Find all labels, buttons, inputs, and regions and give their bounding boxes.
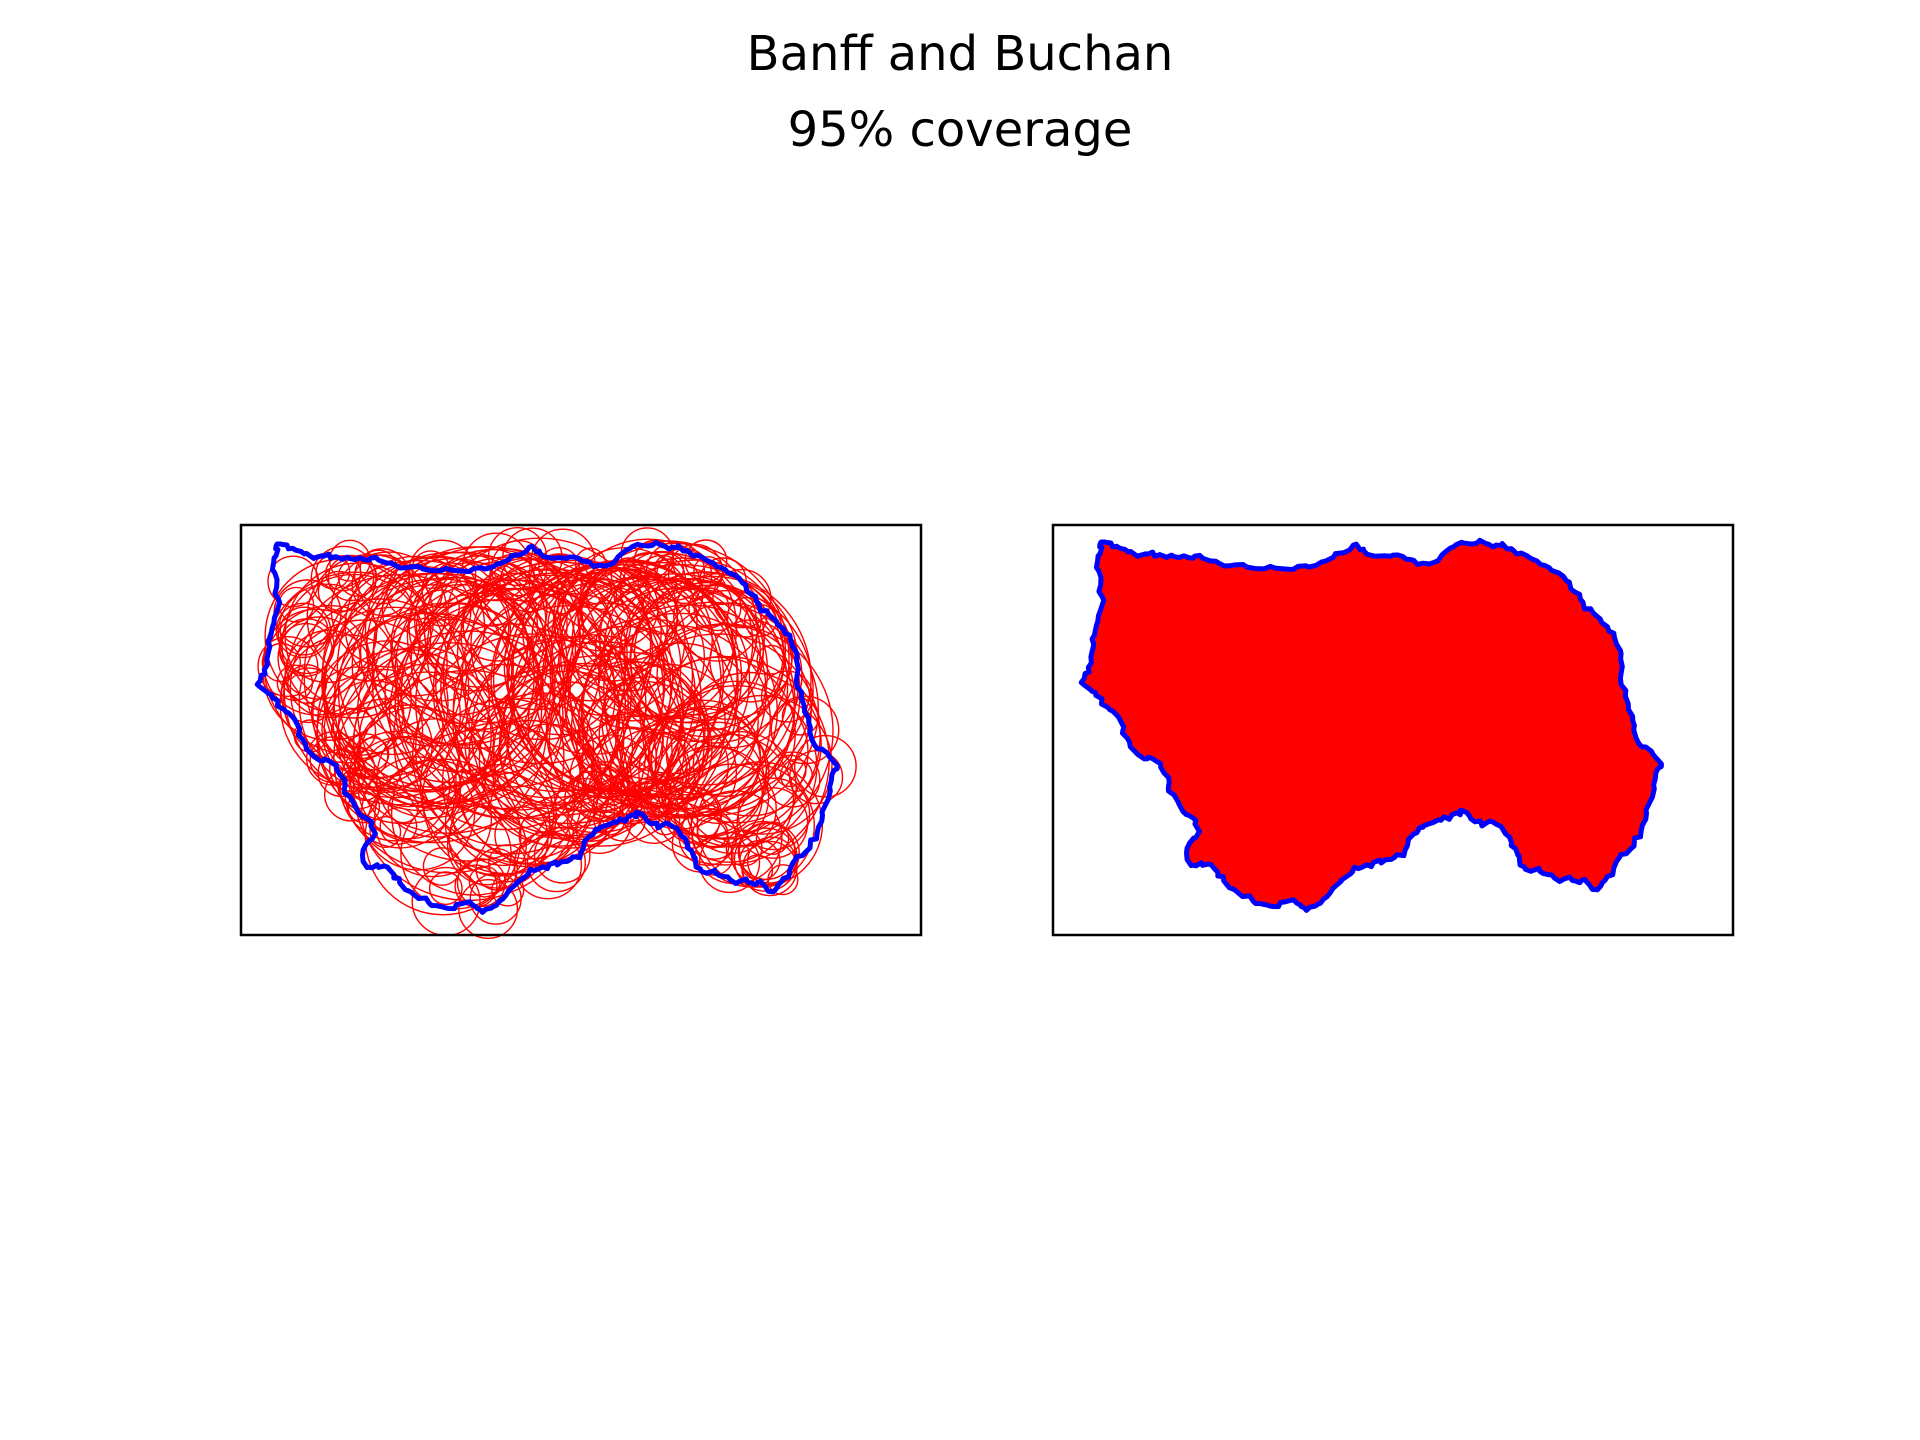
coverage-circle xyxy=(387,792,419,824)
coverage-circle xyxy=(332,602,564,834)
coverage-circle xyxy=(422,847,462,886)
constituency-boundary xyxy=(254,539,840,915)
coverage-circle xyxy=(353,662,509,819)
coverage-circle xyxy=(446,805,527,886)
coverage-circle xyxy=(610,728,691,809)
coverage-circle xyxy=(560,584,706,730)
coverage-circle xyxy=(533,826,591,884)
coverage-circle xyxy=(411,663,595,847)
coverage-circle xyxy=(566,789,632,854)
coverage-circle xyxy=(390,729,557,896)
coverage-circle xyxy=(469,872,522,925)
coverage-circle xyxy=(610,557,647,594)
coverage-circle xyxy=(324,572,556,805)
coverage-circle xyxy=(526,833,586,893)
coverage-circle xyxy=(358,671,495,808)
coverage-circle xyxy=(440,572,672,804)
coverage-circle xyxy=(452,592,685,825)
coverage-circle xyxy=(310,666,405,760)
filled-coverage-panel xyxy=(1051,523,1735,937)
coverage-circle xyxy=(426,537,654,765)
coverage-circle xyxy=(428,871,463,906)
coverage-circle xyxy=(770,695,840,765)
coverage-circle xyxy=(257,635,319,697)
axes-frame xyxy=(1051,523,1735,937)
coverage-circle xyxy=(262,608,370,716)
circle-coverage-panel xyxy=(239,523,923,940)
coverage-circle xyxy=(617,623,834,840)
coverage-circle xyxy=(435,568,666,799)
coverage-circle xyxy=(287,663,328,704)
coverage-circle xyxy=(656,602,803,749)
coverage-circle xyxy=(322,615,463,756)
coverage-circle xyxy=(277,583,378,684)
coverage-circles xyxy=(257,526,857,940)
coverage-circle xyxy=(372,545,602,776)
coverage-circle xyxy=(364,758,522,916)
coverage-circle xyxy=(317,570,360,613)
coverage-circle xyxy=(298,606,491,799)
coverage-circle xyxy=(379,807,418,845)
coverage-fill xyxy=(1082,541,1662,910)
coverage-circle xyxy=(279,619,449,789)
constituency-boundary xyxy=(1078,537,1664,913)
coverage-circle xyxy=(460,558,613,711)
figure-title: Banff and Buchan xyxy=(746,26,1174,82)
coverage-circle xyxy=(470,554,652,736)
coverage-circle xyxy=(289,598,470,779)
coverage-circle xyxy=(654,684,818,848)
coverage-circle xyxy=(684,539,728,583)
coverage-circle xyxy=(548,660,710,822)
coverage-circle xyxy=(794,734,857,798)
coverage-circle xyxy=(554,567,668,682)
figure-subtitle: 95% coverage xyxy=(787,102,1133,158)
coverage-circle xyxy=(693,556,724,587)
coverage-circle xyxy=(647,699,762,814)
coverage-circle xyxy=(276,664,314,702)
coverage-circle xyxy=(767,864,799,896)
coverage-circle xyxy=(282,634,412,764)
coverage-circle xyxy=(692,694,833,835)
coverage-circle xyxy=(279,606,329,656)
coverage-circle xyxy=(654,553,685,584)
coverage-circle xyxy=(558,542,790,775)
coverage-circle xyxy=(655,727,766,838)
coverage-circle xyxy=(336,551,569,784)
coverage-circle xyxy=(364,555,511,702)
coverage-circle xyxy=(725,829,763,867)
coverage-circle xyxy=(584,767,623,806)
coverage-circle xyxy=(547,582,632,667)
coverage-circle xyxy=(527,625,727,825)
coverage-circle xyxy=(664,733,795,863)
coverage-circle xyxy=(369,816,402,849)
axes-frame xyxy=(239,523,923,937)
coverage-circle xyxy=(585,578,618,611)
